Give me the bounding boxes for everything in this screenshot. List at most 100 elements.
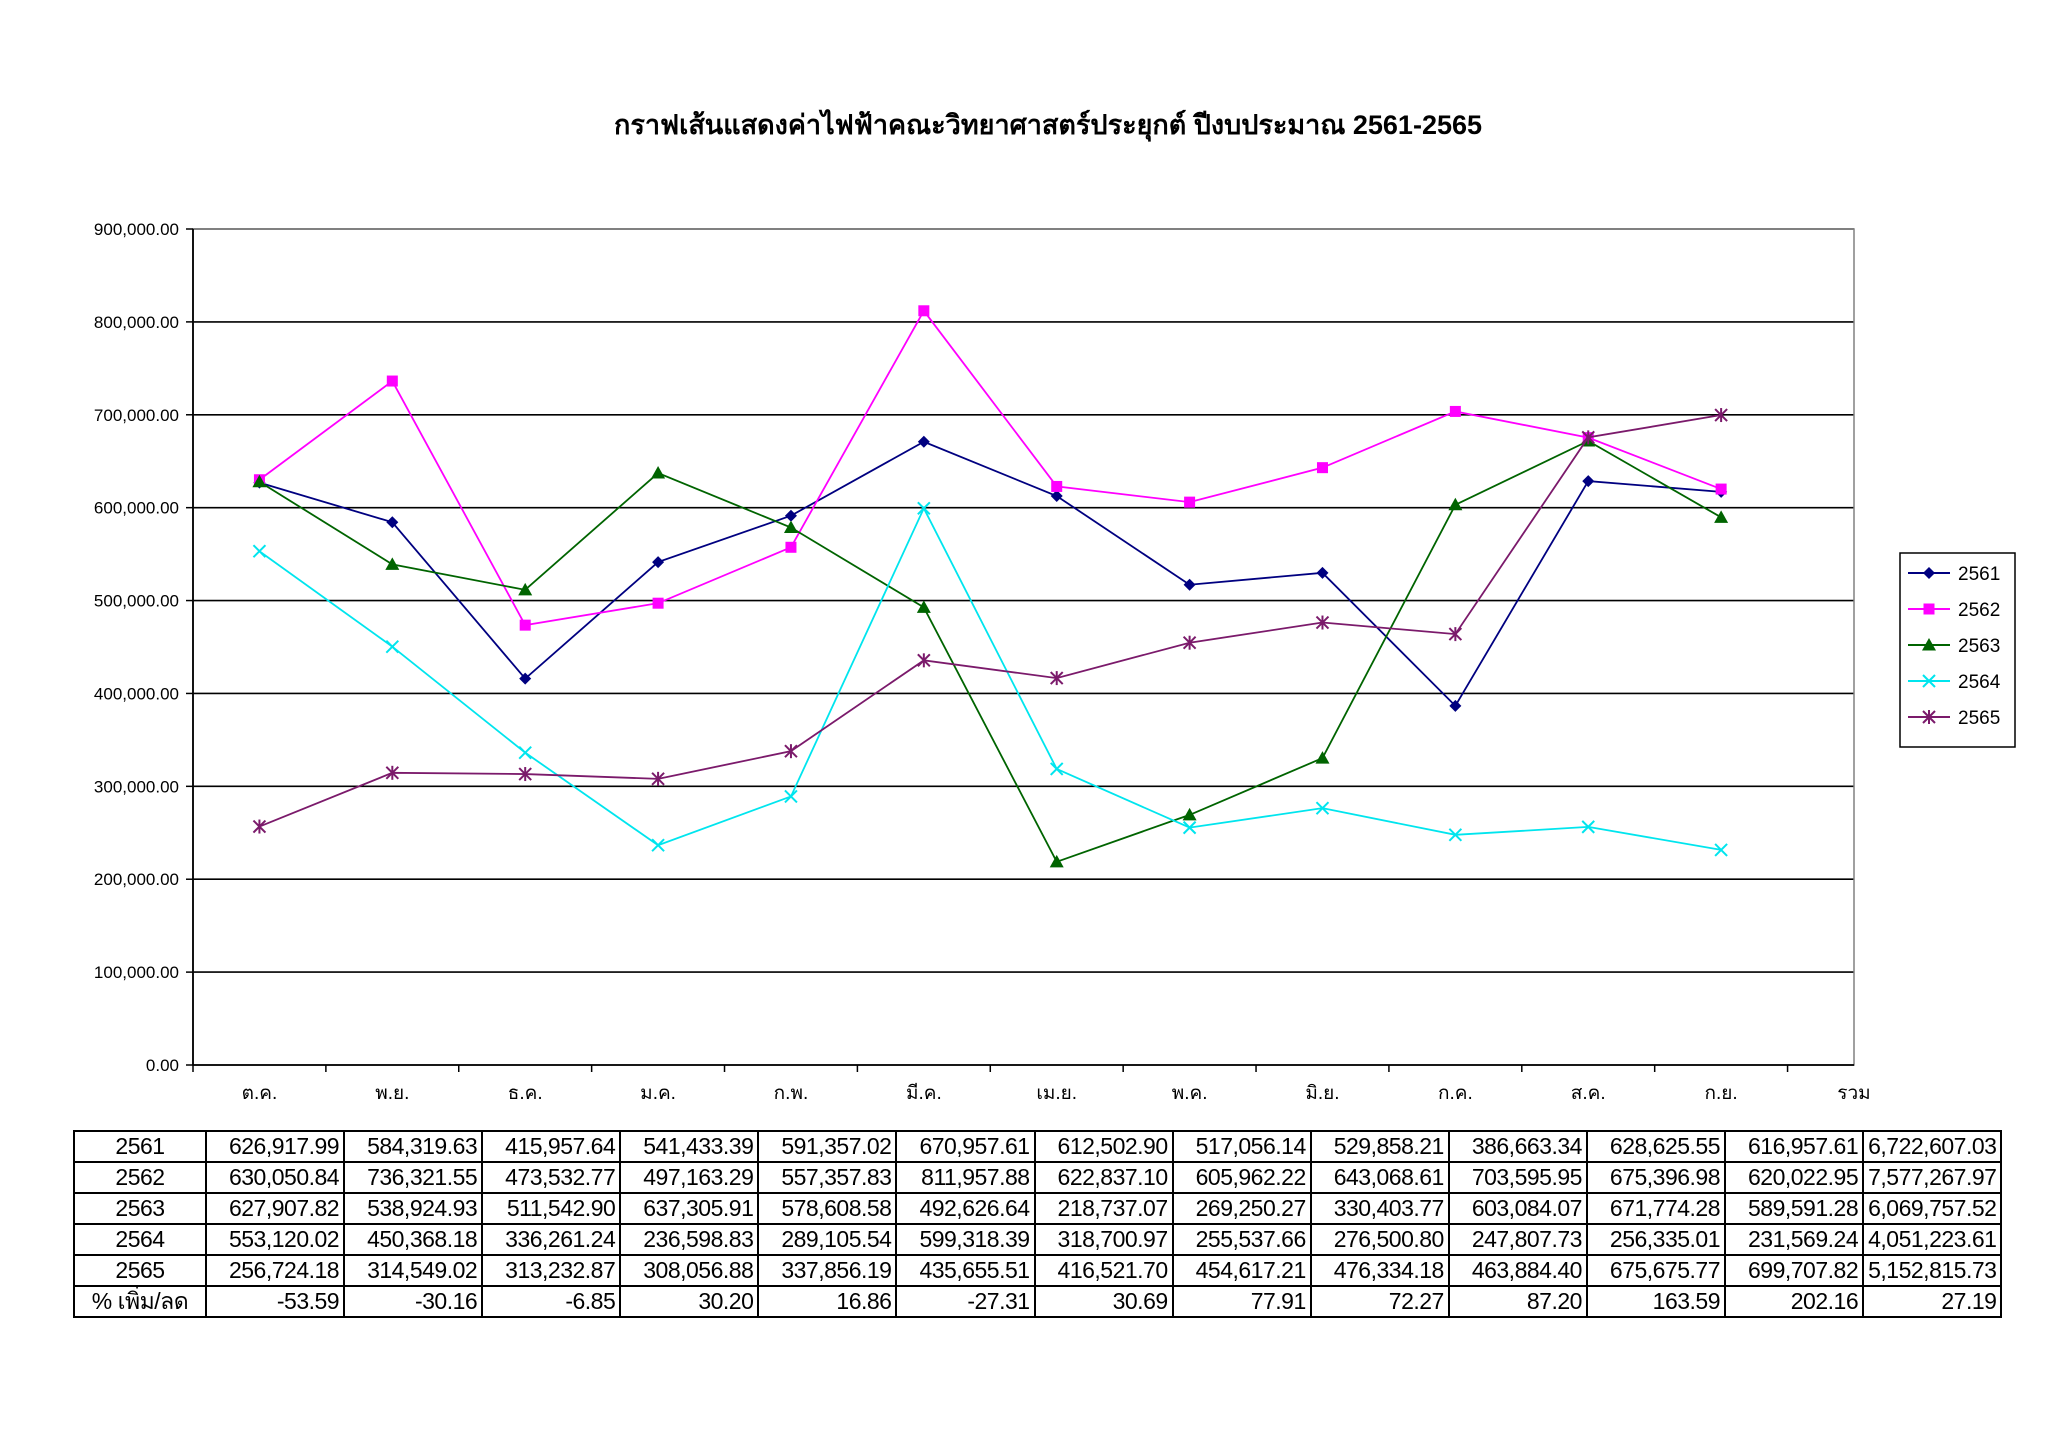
table-cell: 269,250.27 <box>1171 1192 1312 1225</box>
data-point-2561 <box>652 556 665 569</box>
table-cell: 218,737.07 <box>1033 1192 1174 1225</box>
table-cell: -53.59 <box>204 1285 346 1318</box>
data-point-2561 <box>917 435 930 448</box>
legend-marker-2563 <box>1922 638 1936 651</box>
x-tick-label: ต.ค. <box>242 1083 278 1104</box>
chart-title: กราฟเส้นแสดงค่าไฟฟ้าคณะวิทยาศาสตร์ประยุก… <box>614 109 1482 142</box>
table-cell: 289,105.54 <box>757 1223 898 1256</box>
table-cell: 620,022.95 <box>1724 1161 1865 1194</box>
table-cell: 591,357.02 <box>757 1130 898 1163</box>
table-cell: 6,722,607.03 <box>1862 1130 2003 1163</box>
data-point-2561 <box>1050 490 1063 503</box>
data-point-2562 <box>652 597 664 609</box>
table-cell: 541,433.39 <box>619 1130 760 1163</box>
legend-label-2562: 2562 <box>1958 600 2000 621</box>
y-tick-label: 800,000.00 <box>94 313 179 332</box>
table-cell: 492,626.64 <box>895 1192 1036 1225</box>
data-point-2565 <box>1050 671 1064 686</box>
table-row: % เพิ่ม/ลด -53.59 -30.16 -6.85 30.20 16.86 -27… <box>73 1285 2003 1318</box>
data-point-2563 <box>385 557 400 570</box>
x-tick-label: มิ.ย. <box>1305 1083 1339 1104</box>
data-point-2564 <box>1581 820 1595 834</box>
table-cell: 6,069,757.52 <box>1862 1192 2003 1225</box>
table-cell: 670,957.61 <box>895 1130 1036 1163</box>
table-cell: 584,319.63 <box>343 1130 484 1163</box>
table-row: 2563 627,907.82 538,924.93 511,542.90 637,30… <box>73 1192 2003 1225</box>
data-point-2561 <box>519 672 532 685</box>
table-cell: 435,655.51 <box>895 1254 1036 1287</box>
table-cell: 511,542.90 <box>481 1192 622 1225</box>
data-point-2565 <box>1581 430 1595 445</box>
data-point-2563 <box>1714 510 1729 523</box>
table-cell: 553,120.02 <box>204 1223 346 1256</box>
table-cell: 473,532.77 <box>481 1161 622 1194</box>
data-point-2561 <box>1183 578 1196 591</box>
data-point-2562 <box>1449 405 1461 417</box>
y-axis-tick-labels: 0.00 100,000.00 200,000.00 300,000.00 400,00… <box>94 220 179 1075</box>
data-point-2563 <box>1182 807 1197 821</box>
data-point-2565 <box>1714 408 1728 423</box>
y-tick-label: 0.00 <box>146 1056 179 1075</box>
table-cell: 313,232.87 <box>481 1254 622 1287</box>
plot-area-border <box>192 228 1855 1066</box>
table-row: 2565 256,724.18 314,549.02 313,232.87 308,05… <box>73 1254 2003 1287</box>
x-tick-label: พ.ย. <box>375 1083 409 1104</box>
table-cell: -30.16 <box>343 1285 484 1318</box>
table-cell: 30.20 <box>619 1285 760 1318</box>
table-cell: 163.59 <box>1585 1285 1727 1318</box>
table-cell: 463,884.40 <box>1447 1254 1588 1287</box>
data-point-2562 <box>785 541 797 553</box>
table-cell: 314,549.02 <box>343 1254 484 1287</box>
table-row: 2564 553,120.02 450,368.18 336,261.24 236,59… <box>73 1223 2003 1256</box>
data-point-2565 <box>385 765 400 780</box>
table-cell: 7,577,267.97 <box>1862 1161 2003 1194</box>
data-point-2562 <box>1051 480 1063 492</box>
y-tick-label: 100,000.00 <box>94 963 179 982</box>
data-point-2561 <box>1582 475 1595 488</box>
y-tick-label: 700,000.00 <box>94 406 179 425</box>
table-cell: 256,335.01 <box>1585 1223 1727 1256</box>
data-point-2564 <box>385 639 400 654</box>
table-cell: 202.16 <box>1724 1285 1865 1318</box>
data-point-2565 <box>1448 627 1463 642</box>
table-cell: 628,625.55 <box>1585 1130 1727 1163</box>
table-row: 2561 626,917.99 584,319.63 415,957.64 541,43… <box>73 1130 2003 1163</box>
table-cell: 337,856.19 <box>757 1254 898 1287</box>
x-tick-label: ก.ค. <box>1438 1083 1473 1104</box>
table-cell: 77.91 <box>1171 1285 1312 1318</box>
legend-label-2565: 2565 <box>1958 708 2000 729</box>
table-cell: 811,957.88 <box>895 1161 1036 1194</box>
table-cell: 599,318.39 <box>895 1223 1036 1256</box>
data-point-2565 <box>252 819 267 834</box>
table-cell: 386,663.34 <box>1447 1130 1588 1163</box>
table-cell: 236,598.83 <box>619 1223 760 1256</box>
table-cell: 16.86 <box>757 1285 898 1318</box>
series-line-2565 <box>259 414 1722 828</box>
data-point-2561 <box>1316 566 1329 579</box>
legend-marker-2564 <box>1922 674 1936 688</box>
table-cell: 616,957.61 <box>1724 1130 1865 1163</box>
table-cell: 308,056.88 <box>619 1254 760 1287</box>
table-cell: 538,924.93 <box>343 1192 484 1225</box>
data-point-2564 <box>917 501 931 516</box>
table-cell: 557,357.83 <box>757 1161 898 1194</box>
data-point-2564 <box>1050 762 1064 776</box>
legend-marker-2565 <box>1922 710 1936 724</box>
table-cell: -27.31 <box>895 1285 1036 1318</box>
gridlines <box>193 228 1854 973</box>
table-cell: 529,858.21 <box>1309 1130 1450 1163</box>
data-table: 2561 626,917.99 584,319.63 415,957.64 541,43… <box>73 1130 2003 1318</box>
x-tick-label: พ.ค. <box>1172 1083 1208 1104</box>
table-cell: 4,051,223.61 <box>1862 1223 2003 1256</box>
data-point-2562 <box>918 305 930 317</box>
table-row-label: 2563 <box>73 1192 207 1225</box>
table-cell: 671,774.28 <box>1585 1192 1727 1225</box>
table-cell: 578,608.58 <box>757 1192 898 1225</box>
data-point-2562 <box>1184 496 1196 508</box>
data-point-2563 <box>1049 854 1064 868</box>
table-cell: 630,050.84 <box>204 1161 346 1194</box>
table-cell: 330,403.77 <box>1309 1192 1450 1225</box>
data-point-2565 <box>1182 635 1197 650</box>
table-cell: 318,700.97 <box>1033 1223 1174 1256</box>
